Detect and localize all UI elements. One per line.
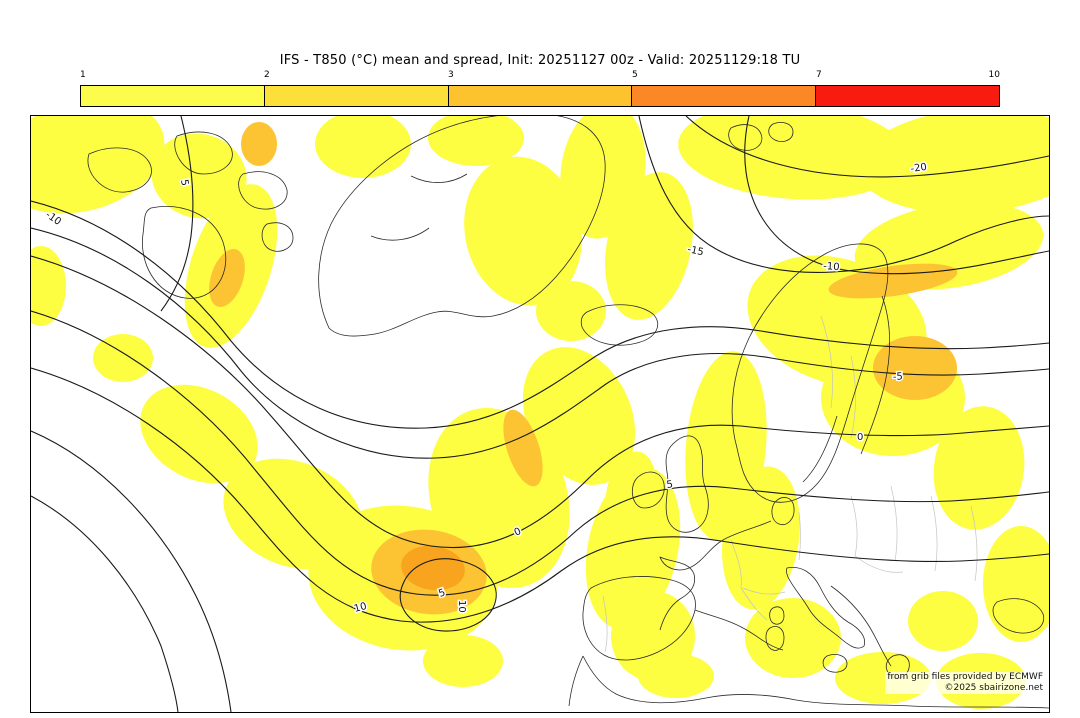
spread-shading-high bbox=[401, 545, 465, 591]
contour-label: -10 bbox=[823, 261, 840, 273]
attribution: from grib files provided by ECMWF ©2025 … bbox=[885, 672, 1045, 694]
country-borders bbox=[602, 315, 978, 653]
contour-label: 5 bbox=[666, 479, 674, 491]
colorbar-segment bbox=[448, 86, 633, 106]
weather-map: -20 -15 -10 -10 -5 0 0 5 5 5 10 10 from … bbox=[30, 115, 1050, 713]
colorbar-label: 2 bbox=[264, 70, 270, 80]
contour-label: 10 bbox=[353, 601, 368, 615]
contour-label: 0 bbox=[857, 432, 863, 443]
colorbar-segment bbox=[81, 86, 265, 106]
colorbar-segment bbox=[816, 86, 999, 106]
attribution-copyright: ©2025 sbairizone.net bbox=[885, 683, 1045, 694]
colorbar-track bbox=[80, 85, 1000, 107]
contour-label: 10 bbox=[456, 600, 467, 613]
contour-label: 5 bbox=[178, 179, 190, 187]
spread-shading-low bbox=[31, 116, 1049, 709]
colorbar-label: 3 bbox=[448, 70, 454, 80]
page-title: IFS - T850 (°C) mean and spread, Init: 2… bbox=[279, 53, 801, 68]
temperature-contours bbox=[31, 116, 1049, 712]
colorbar-label: 1 bbox=[80, 70, 86, 80]
colorbar-label: 5 bbox=[632, 70, 638, 80]
colorbar-segment bbox=[264, 86, 449, 106]
colorbar-labels: 1 2 3 5 7 10 bbox=[80, 70, 1000, 82]
attribution-source: from grib files provided by ECMWF bbox=[885, 672, 1045, 683]
contour-label: -5 bbox=[893, 371, 904, 383]
contour-label: -20 bbox=[910, 162, 928, 175]
colorbar-segment bbox=[632, 86, 817, 106]
contour-label: -15 bbox=[686, 244, 704, 258]
colorbar-label: 7 bbox=[816, 70, 822, 80]
colorbar-label: 10 bbox=[988, 70, 1000, 80]
